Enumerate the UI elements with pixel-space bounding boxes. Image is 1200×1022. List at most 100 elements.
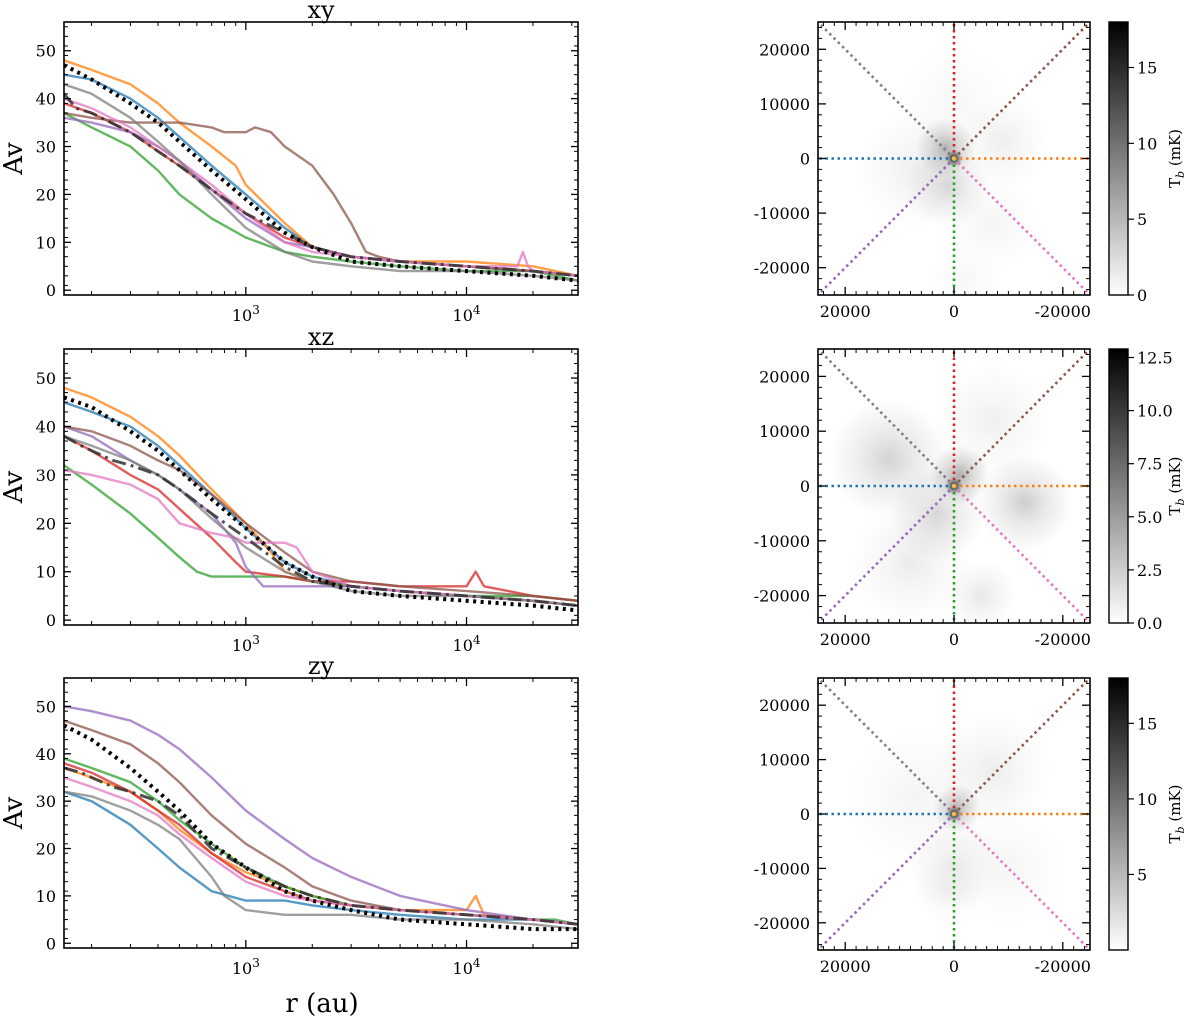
y-tick-label: 20	[36, 185, 56, 204]
emission-blob	[912, 854, 985, 927]
cut-line	[953, 485, 1090, 623]
y-tick-label: 40	[36, 90, 56, 109]
cut-line	[818, 22, 955, 160]
y-axis-title: Av	[0, 470, 29, 504]
colorbar-tick-label: 0	[1137, 286, 1147, 305]
colorbar-tick-label: 10.0	[1137, 402, 1173, 421]
cut-line	[818, 157, 955, 295]
y-tick-label: 50	[36, 42, 56, 61]
colorbar-tick-label: 15	[1137, 59, 1157, 78]
line-panel-zy: 0 10 20 30 40 50 103 104 zy Av	[0, 652, 579, 978]
colorbar-gradient	[1108, 21, 1129, 296]
colorbar-tick-label: 7.5	[1137, 455, 1162, 474]
y-tick-label: 0	[46, 934, 56, 953]
cut-line	[953, 157, 1090, 295]
emission-blob	[929, 445, 990, 505]
series-mean	[64, 92, 578, 278]
colorbar-tick-label: 10	[1137, 790, 1157, 809]
series-gray	[64, 790, 578, 931]
y-tick-label: -10000	[754, 859, 810, 878]
cut-line	[818, 813, 955, 950]
x-tick-label: 104	[453, 956, 481, 978]
cut-line	[953, 22, 1090, 160]
series-blue	[64, 73, 578, 277]
x-tick-label: -20000	[1035, 630, 1091, 649]
y-tick-label: 20000	[759, 40, 810, 59]
series-model	[64, 723, 578, 932]
series-group	[64, 386, 578, 613]
y-tick-label: 50	[36, 697, 56, 716]
series-brown	[64, 719, 578, 926]
series-mean	[64, 434, 578, 608]
series-orange	[64, 59, 578, 277]
map-panel-2: 20000 0 -20000 20000 10000 0 -10000 -20000	[754, 348, 1091, 649]
x-tick-label: 0	[949, 630, 959, 649]
series-brown	[64, 425, 578, 602]
y-tick-label: 30	[36, 138, 56, 157]
cut-line	[953, 678, 1090, 815]
center-marker	[951, 483, 957, 489]
x-tick-label: 104	[453, 303, 481, 325]
intensity-map	[818, 349, 1090, 623]
map-panels: 20000 0 -20000 20000 10000 0 -10000 -20000 0 5 10 1…	[754, 21, 1187, 976]
series-group	[64, 705, 578, 932]
series-model	[64, 395, 578, 613]
y-tick-label: -20000	[754, 914, 810, 933]
center-marker	[951, 811, 957, 817]
colorbar-3: 5 10 15 Tb (mK)	[1108, 677, 1187, 951]
series-red	[64, 435, 578, 602]
map-panel-3: 20000 0 -20000 20000 10000 0 -10000 -20000	[754, 677, 1091, 976]
y-tick-label: 10	[36, 233, 56, 252]
colorbar-gradient	[1108, 348, 1129, 624]
panel-title: xz	[308, 323, 334, 351]
series-purple	[64, 705, 578, 926]
series-model	[64, 63, 578, 283]
y-tick-label: 10000	[759, 751, 810, 770]
line-panel-xy: 0 10 20 30 40 50 103 104 xy Av	[0, 0, 579, 325]
colorbar-tick-label: 5	[1137, 210, 1147, 229]
x-tick-label: 103	[232, 303, 260, 325]
colorbar-label: Tb (mK)	[1166, 785, 1187, 844]
colorbar-1: 0 5 10 15 Tb (mK)	[1108, 21, 1187, 305]
intensity-map	[818, 678, 1090, 950]
y-tick-label: 20000	[759, 367, 810, 386]
center-marker	[951, 156, 957, 161]
axes-frame	[63, 677, 579, 949]
y-tick-label: 0	[46, 281, 56, 300]
colorbar-tick-label: 5	[1137, 865, 1147, 884]
y-tick-label: 10000	[759, 422, 810, 441]
x-axis-title: r (au)	[285, 989, 358, 1019]
x-tick-label: -20000	[1035, 302, 1091, 321]
cut-line	[818, 678, 955, 815]
y-tick-label: 10	[36, 887, 56, 906]
series-gray	[64, 83, 578, 282]
x-tick-label: 0	[949, 302, 959, 321]
panel-title: xy	[307, 0, 335, 24]
y-tick-label: 10	[36, 563, 56, 582]
series-green	[64, 757, 578, 926]
series-pink	[64, 97, 578, 277]
y-tick-label: 0	[46, 611, 56, 630]
y-tick-label: 0	[800, 150, 810, 169]
x-tick-label: 20000	[820, 630, 871, 649]
x-tick-label: 0	[949, 957, 959, 976]
emission-blob	[945, 559, 1018, 623]
series-blue	[64, 790, 578, 926]
emission-blob	[928, 242, 1001, 295]
colorbar-tick-label: 2.5	[1137, 561, 1162, 580]
y-tick-label: 0	[800, 477, 810, 496]
y-tick-label: 20000	[759, 696, 810, 715]
panel-title: zy	[308, 652, 335, 680]
y-tick-label: -10000	[754, 532, 810, 551]
series-group	[64, 59, 578, 283]
colorbar-tick-label: 5.0	[1137, 508, 1162, 527]
y-tick-label: 30	[36, 466, 56, 485]
y-axis-title: Av	[0, 142, 29, 176]
axes-frame	[63, 21, 579, 296]
x-tick-label: 103	[232, 956, 260, 978]
y-tick-label: 20	[36, 840, 56, 859]
colorbar-gradient	[1108, 677, 1129, 951]
series-gray	[64, 435, 578, 607]
map-panel-1: 20000 0 -20000 20000 10000 0 -10000 -20000	[754, 21, 1091, 321]
